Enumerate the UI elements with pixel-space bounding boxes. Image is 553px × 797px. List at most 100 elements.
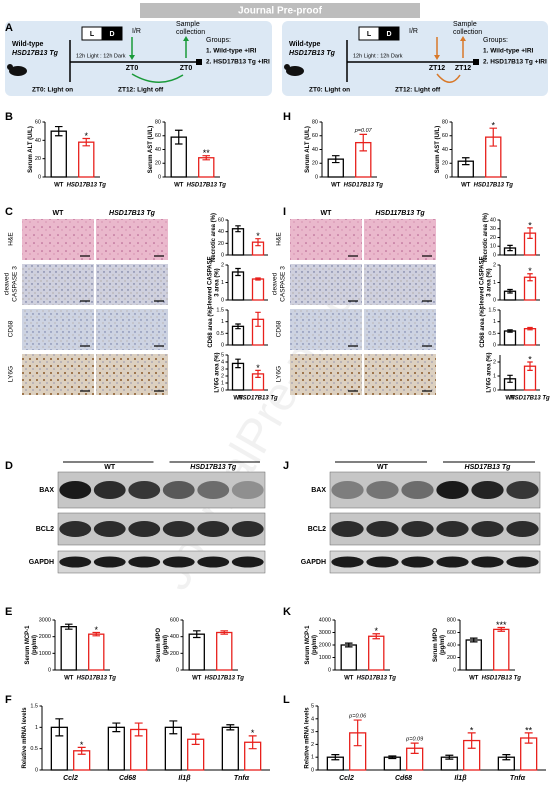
y-tick-label: 1.5 bbox=[488, 307, 496, 313]
label: WT bbox=[104, 464, 116, 471]
y-tick-label: 5 bbox=[311, 703, 314, 709]
y-tick-label: 4 bbox=[221, 359, 224, 365]
y-axis-label: LY6G area (%) bbox=[214, 352, 220, 392]
error-bar bbox=[502, 754, 511, 761]
error-bar bbox=[489, 127, 498, 147]
x-tick-label: Cd68 bbox=[119, 775, 136, 782]
error-bar bbox=[359, 133, 368, 152]
y-tick-label: 0 bbox=[311, 767, 314, 773]
y-tick-label: 2 bbox=[311, 742, 314, 748]
y-tick-label: 40 bbox=[218, 229, 224, 235]
y-tick-label: 1 bbox=[493, 373, 496, 379]
y-axis-label: cleaved CASPASE bbox=[479, 256, 485, 308]
blot bbox=[329, 512, 541, 546]
y-tick-label: 40 bbox=[442, 147, 448, 153]
y-tick-label: 20 bbox=[490, 235, 496, 241]
blot-band bbox=[59, 556, 92, 568]
error-bar bbox=[54, 125, 63, 137]
label: Groups: bbox=[206, 37, 231, 44]
error-bar bbox=[192, 630, 201, 639]
x-tick-label: WT bbox=[192, 676, 202, 682]
error-bar bbox=[527, 326, 533, 331]
significance-label: * bbox=[84, 131, 88, 141]
label: HSD17B13 Tg bbox=[289, 50, 336, 57]
y-tick-label: 0 bbox=[493, 387, 496, 393]
bar bbox=[465, 639, 482, 671]
label: 12h Light : 12h Dark bbox=[353, 53, 403, 59]
x-tick-label: Tnfα bbox=[234, 775, 250, 782]
error-bar bbox=[220, 630, 229, 635]
y-tick-label: 40 bbox=[490, 217, 496, 223]
blot-band bbox=[331, 521, 364, 537]
error-bar bbox=[507, 244, 513, 252]
y-tick-label: 5 bbox=[221, 352, 224, 358]
bar bbox=[221, 726, 239, 771]
histology-image bbox=[290, 219, 362, 260]
y-tick-label: 400 bbox=[170, 634, 179, 640]
y-tick-label: 3000 bbox=[319, 630, 331, 636]
mouse-icon bbox=[286, 66, 304, 76]
x-tick-label: HSD17B13 Tg bbox=[238, 396, 278, 402]
error-bar bbox=[226, 724, 235, 731]
blot-band bbox=[231, 481, 264, 499]
label: ZT12 bbox=[455, 65, 471, 72]
significance-label: * bbox=[470, 725, 474, 735]
bar bbox=[60, 626, 77, 671]
blot-band bbox=[366, 521, 399, 537]
histology-image bbox=[22, 309, 94, 350]
error-bar bbox=[527, 361, 533, 371]
x-tick-label: Il1β bbox=[454, 775, 467, 782]
label: H&E bbox=[276, 232, 283, 246]
label: D bbox=[386, 31, 391, 38]
panel-letter: H bbox=[283, 111, 291, 123]
blot-band bbox=[436, 556, 469, 568]
panel-letter: K bbox=[283, 606, 291, 618]
header-bar bbox=[140, 3, 420, 18]
y-axis-label: (pg/ml) bbox=[312, 635, 318, 655]
x-tick-label: WT bbox=[331, 183, 341, 189]
histology-image bbox=[96, 354, 168, 395]
x-tick-label: WT bbox=[461, 183, 471, 189]
y-tick-label: 0 bbox=[221, 387, 224, 393]
y-axis-label: Serum MPO bbox=[433, 628, 439, 662]
error-bar bbox=[344, 642, 353, 648]
label: WT bbox=[377, 464, 389, 471]
y-tick-label: 80 bbox=[155, 119, 161, 125]
label: BAX bbox=[39, 487, 54, 494]
y-tick-label: 20 bbox=[442, 161, 448, 167]
histology-image bbox=[364, 354, 436, 395]
bar bbox=[107, 726, 125, 771]
x-tick-label: HSD17B13 Tg bbox=[357, 676, 397, 682]
label: Wild-type bbox=[12, 41, 44, 48]
y-tick-label: 4000 bbox=[319, 617, 331, 623]
error-bar bbox=[497, 626, 506, 632]
y-tick-label: 0 bbox=[158, 174, 161, 180]
bar bbox=[368, 635, 385, 671]
y-tick-label: 200 bbox=[447, 655, 456, 661]
y-tick-label: 60 bbox=[218, 217, 224, 223]
y-axis-label: LY6G area (%) bbox=[486, 352, 492, 392]
y-axis-label: Serum AST (U/L) bbox=[435, 126, 441, 173]
bar bbox=[251, 278, 265, 301]
error-bar bbox=[235, 323, 241, 330]
blot-band bbox=[401, 556, 434, 568]
histology-image bbox=[96, 309, 168, 350]
blot-band bbox=[128, 481, 161, 499]
panel-letter: E bbox=[5, 606, 12, 618]
scheme-box bbox=[282, 21, 548, 96]
error-bar bbox=[469, 637, 478, 643]
x-tick-label: WT bbox=[54, 183, 64, 189]
error-bar bbox=[388, 755, 397, 760]
y-tick-label: 20 bbox=[218, 241, 224, 247]
error-bar bbox=[331, 155, 340, 164]
y-tick-label: 60 bbox=[312, 133, 318, 139]
y-axis-label: (pg/ml) bbox=[32, 635, 38, 655]
error-bar bbox=[55, 718, 64, 737]
y-tick-label: 60 bbox=[155, 133, 161, 139]
end-marker bbox=[473, 59, 479, 65]
y-axis-label: Relative mRNA levels bbox=[304, 707, 310, 769]
label: H&E bbox=[8, 232, 15, 246]
error-bar bbox=[248, 735, 257, 750]
y-tick-label: 4 bbox=[311, 716, 314, 722]
label: ZT12: Light off bbox=[395, 87, 441, 94]
